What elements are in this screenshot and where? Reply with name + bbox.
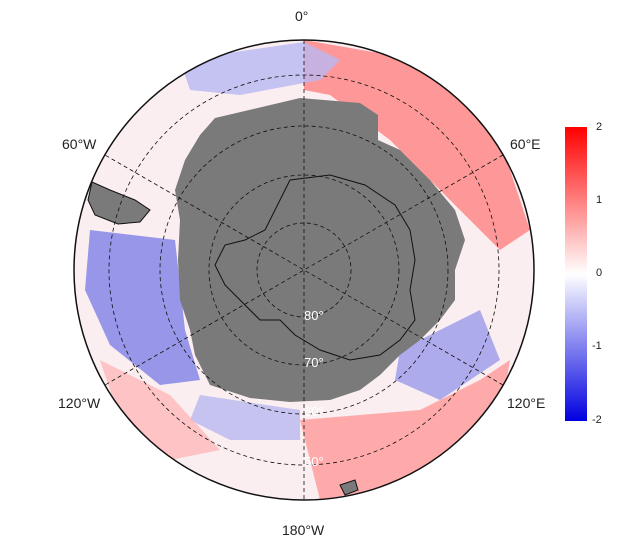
graticule: [104, 40, 504, 500]
coastline: [214, 174, 416, 361]
map-border: [73, 39, 535, 501]
anomaly-negative-south: [190, 395, 300, 440]
colorbar-tick-neg2: -2: [592, 414, 602, 426]
lon-label-120w: 120°W: [58, 395, 101, 411]
anomaly-positive-east: [304, 40, 530, 250]
lat-label-80: 80°: [304, 308, 324, 323]
lat-label-50: 50°: [304, 454, 324, 469]
lon-label-0: 0°: [295, 8, 309, 24]
south-america-land: [87, 181, 151, 225]
colorbar-tick-2: 2: [596, 121, 603, 133]
colorbar-tick-1: 1: [596, 194, 603, 206]
colorbar: [565, 127, 587, 421]
colorbar-tick-neg1: -1: [592, 340, 602, 352]
lat-label-70: 70°: [304, 355, 324, 370]
lon-label-180: 180°W: [282, 522, 325, 538]
antarctica-landmass: [175, 98, 465, 402]
lon-label-120e: 120°E: [507, 395, 546, 411]
anomaly-positive-southwest: [100, 360, 220, 460]
anomaly-positive-south: [300, 360, 510, 500]
anomaly-negative-southeast: [395, 310, 500, 400]
colorbar-tick-0: 0: [596, 267, 603, 279]
island: [339, 479, 359, 496]
anomaly-negative-west: [85, 230, 200, 385]
lon-label-60w: 60°W: [62, 136, 97, 152]
lat-label-60: 60°: [304, 404, 324, 419]
lon-label-60e: 60°E: [510, 136, 541, 152]
parallel-80: [256, 222, 352, 318]
